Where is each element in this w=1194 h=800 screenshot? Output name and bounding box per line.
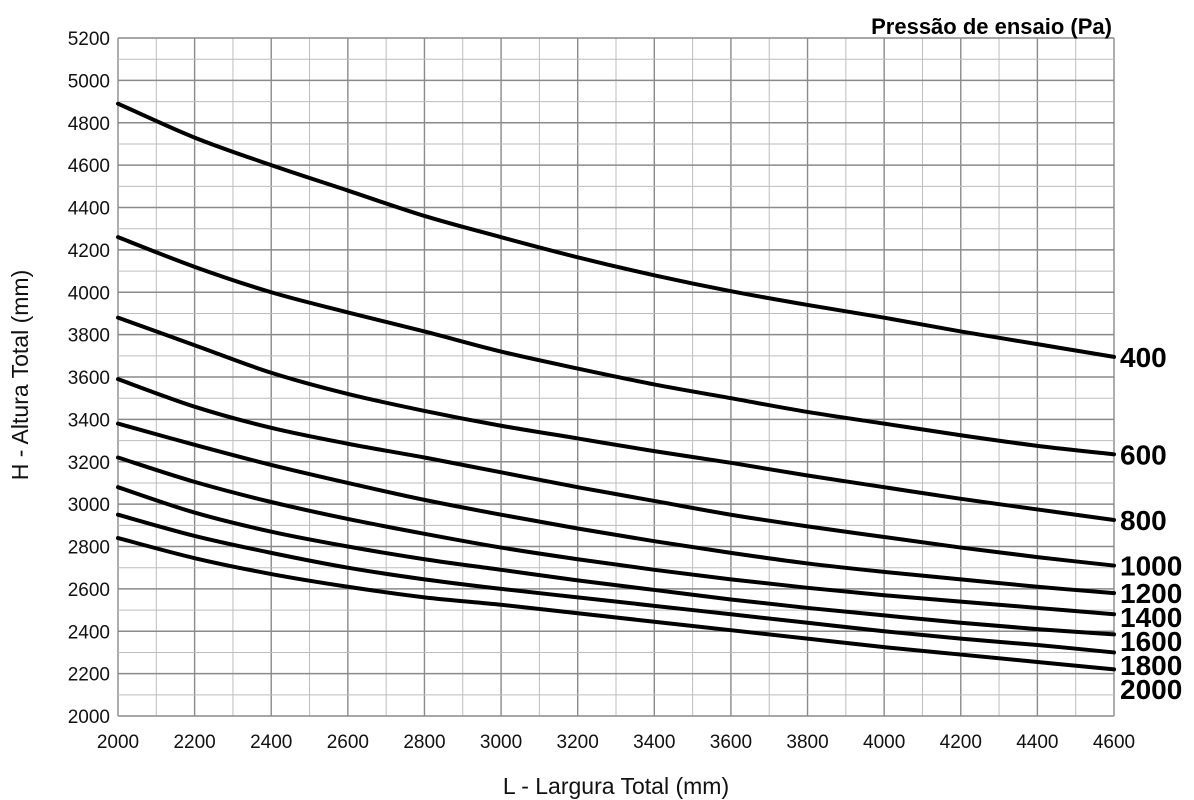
y-tick-label: 3400 (68, 410, 110, 431)
series-line-1200 (116, 421, 1116, 596)
x-tick-label: 2400 (250, 732, 292, 753)
y-tick-label: 2200 (68, 665, 110, 686)
x-tick-label: 2000 (97, 732, 139, 753)
x-tick-label: 4200 (940, 732, 982, 753)
series-label-1200: 1200 (1120, 578, 1182, 609)
series-label-2000: 2000 (1120, 674, 1182, 705)
y-axis: 2000 2200 2400 2600 2800 3000 3200 3400 3600 3800… (68, 29, 110, 728)
y-tick-label: 2000 (68, 707, 110, 728)
series-label-1400: 1400 (1120, 602, 1182, 633)
y-axis-title: H - Altura Total (mm) (7, 270, 33, 480)
series-label-1800: 1800 (1120, 650, 1182, 681)
y-tick-label: 4400 (68, 199, 110, 220)
x-tick-label: 3200 (557, 732, 599, 753)
y-tick-label: 4600 (68, 156, 110, 177)
y-tick-label: 3600 (68, 368, 110, 389)
y-tick-label: 4000 (68, 283, 110, 304)
series-line-400 (116, 101, 1116, 359)
series-line-1000 (116, 377, 1116, 568)
x-tick-label: 2800 (403, 732, 445, 753)
series-label-600: 600 (1120, 439, 1167, 470)
x-tick-label: 2200 (173, 732, 215, 753)
y-tick-label: 5200 (68, 29, 110, 50)
y-tick-label: 3000 (68, 495, 110, 516)
y-tick-label: 4200 (68, 241, 110, 262)
x-tick-label: 3600 (710, 732, 752, 753)
legend-title: Pressão de ensaio (Pa) (871, 14, 1112, 39)
y-tick-label: 2800 (68, 538, 110, 559)
series-line-600 (116, 235, 1116, 457)
series-line-2000 (116, 536, 1116, 672)
x-tick-label: 4600 (1093, 732, 1135, 753)
y-tick-label: 3800 (68, 326, 110, 347)
series-label-400: 400 (1120, 342, 1167, 373)
x-axis-title: L - Largura Total (mm) (503, 773, 729, 799)
x-tick-label: 4400 (1016, 732, 1058, 753)
y-tick-label: 5000 (68, 71, 110, 92)
y-tick-label: 2600 (68, 580, 110, 601)
series-line-1800 (116, 512, 1116, 655)
y-tick-label: 4800 (68, 114, 110, 135)
series-line-1400 (116, 455, 1116, 617)
series-line-800 (116, 315, 1116, 523)
x-tick-label: 2600 (327, 732, 369, 753)
y-tick-label: 3200 (68, 453, 110, 474)
series-line-1600 (116, 485, 1116, 637)
x-tick-label: 3000 (480, 732, 522, 753)
x-tick-label: 3400 (633, 732, 675, 753)
series-label-800: 800 (1120, 505, 1167, 536)
series-label-1000: 1000 (1120, 551, 1182, 582)
x-tick-label: 3800 (786, 732, 828, 753)
series-label-1600: 1600 (1120, 626, 1182, 657)
x-tick-label: 4000 (863, 732, 905, 753)
x-axis: 2000 2200 2400 2600 2800 3000 3200 3400 3600 3800… (97, 732, 1135, 753)
y-tick-label: 2400 (68, 622, 110, 643)
